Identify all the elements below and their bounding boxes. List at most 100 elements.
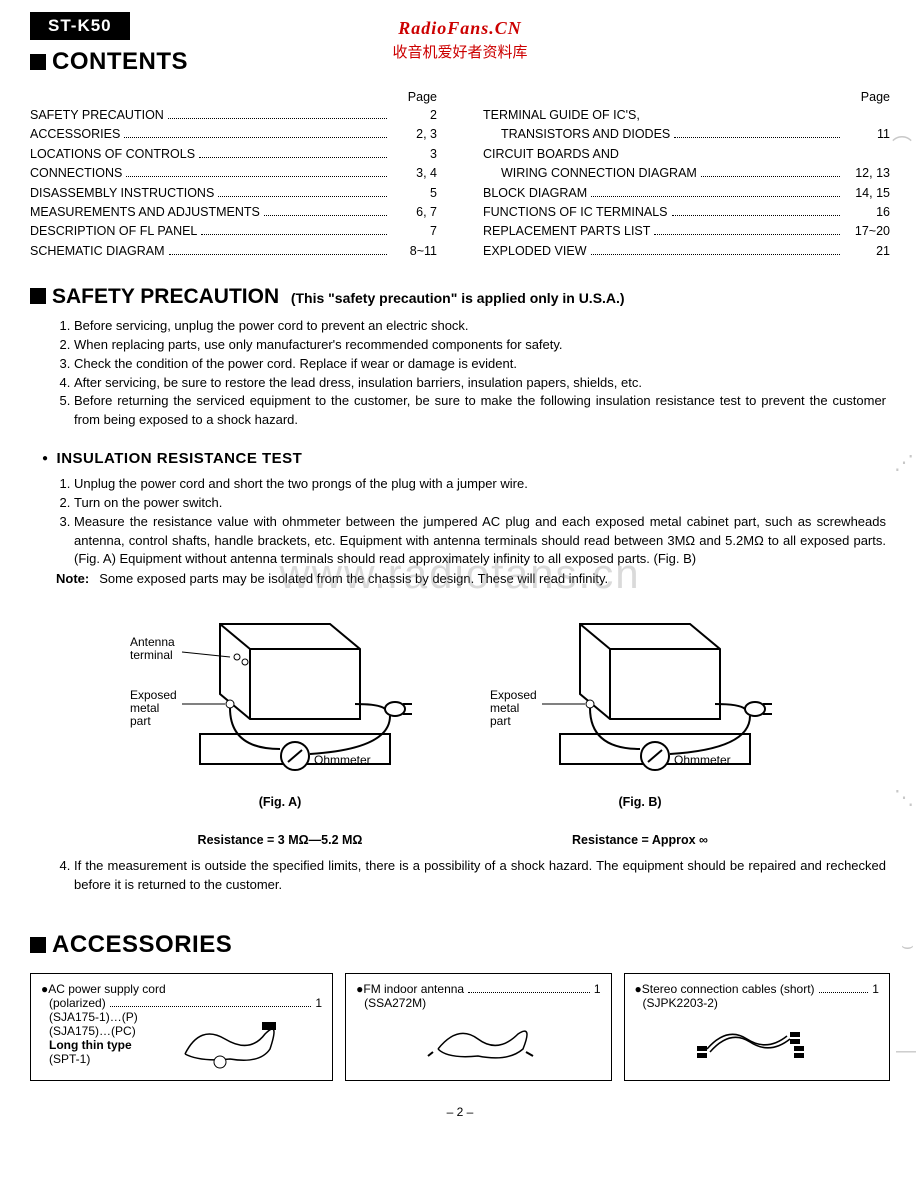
toc-right: Page TERMINAL GUIDE OF IC'S,TRANSISTORS … <box>483 90 890 261</box>
acc-b-title: FM indoor antenna <box>363 982 464 996</box>
toc-row: SAFETY PRECAUTION2 <box>30 106 437 125</box>
fig-b-resistance: Resistance = Approx ∞ <box>490 833 790 847</box>
note: Note: Some exposed parts may be isolated … <box>56 571 890 586</box>
page-number: – 2 – <box>30 1105 890 1119</box>
fig-b-caption: (Fig. B) <box>490 795 790 809</box>
toc: Page SAFETY PRECAUTION2ACCESSORIES2, 3LO… <box>30 90 890 261</box>
toc-left: Page SAFETY PRECAUTION2ACCESSORIES2, 3LO… <box>30 90 437 261</box>
insulation-list: Unplug the power cord and short the two … <box>30 475 890 569</box>
acc-a-l5: (SPT-1) <box>49 1052 138 1066</box>
acc-a-qty: 1 <box>315 996 322 1010</box>
svg-text:Exposed: Exposed <box>490 688 537 702</box>
toc-page: 16 <box>844 203 890 222</box>
figure-a-svg: Antenna terminal Exposed metal part Ohmm… <box>130 604 430 784</box>
toc-label: EXPLODED VIEW <box>483 242 587 261</box>
insulation-heading: INSULATION RESISTANCE TEST <box>42 450 890 467</box>
toc-row: WIRING CONNECTION DIAGRAM12, 13 <box>483 164 890 183</box>
svg-text:metal: metal <box>490 701 519 715</box>
acc-bullet: ● <box>41 982 48 996</box>
acc-a-l1: (polarized) <box>49 996 106 1010</box>
list-item: Before returning the serviced equipment … <box>74 392 890 430</box>
toc-label: REPLACEMENT PARTS LIST <box>483 222 650 241</box>
svg-text:part: part <box>490 714 511 728</box>
figure-a: Antenna terminal Exposed metal part Ohmm… <box>130 604 430 847</box>
fig-a-antenna-label: Antenna <box>130 635 175 649</box>
svg-text:metal: metal <box>130 701 159 715</box>
list-item: Check the condition of the power cord. R… <box>74 355 890 374</box>
toc-label: SAFETY PRECAUTION <box>30 106 164 125</box>
acc-c-image <box>635 1014 879 1067</box>
toc-row: TERMINAL GUIDE OF IC'S, <box>483 106 890 125</box>
toc-row: EXPLODED VIEW 21 <box>483 242 890 261</box>
toc-row: DISASSEMBLY INSTRUCTIONS 5 <box>30 184 437 203</box>
toc-page: 5 <box>391 184 437 203</box>
toc-label: ACCESSORIES <box>30 125 120 144</box>
accessory-a: ●AC power supply cord (polarized) 1 (SJA… <box>30 973 333 1081</box>
accessory-b: ●FM indoor antenna 1 (SSA272M) <box>345 973 611 1081</box>
toc-page: 6, 7 <box>391 203 437 222</box>
toc-row: FUNCTIONS OF IC TERMINALS 16 <box>483 203 890 222</box>
safety-list: Before servicing, unplug the power cord … <box>30 317 890 430</box>
toc-row: SCHEMATIC DIAGRAM8~11 <box>30 242 437 261</box>
toc-label: DESCRIPTION OF FL PANEL <box>30 222 197 241</box>
acc-c-qty: 1 <box>872 982 879 996</box>
acc-a-l2: (SJA175-1)…(P) <box>49 1010 138 1024</box>
toc-page: 3, 4 <box>391 164 437 183</box>
acc-a-image <box>138 1014 322 1072</box>
fig-a-resistance: Resistance = 3 MΩ—5.2 MΩ <box>130 833 430 847</box>
list-item: Turn on the power switch. <box>74 494 890 513</box>
toc-label: TERMINAL GUIDE OF IC'S, <box>483 106 640 125</box>
toc-row: LOCATIONS OF CONTROLS 3 <box>30 145 437 164</box>
acc-a-l4: Long thin type <box>49 1038 138 1052</box>
toc-label: LOCATIONS OF CONTROLS <box>30 145 195 164</box>
safety-sub: (This "safety precaution" is applied onl… <box>291 290 625 306</box>
toc-row: TRANSISTORS AND DIODES11 <box>483 125 890 144</box>
acc-b-image <box>356 1014 600 1067</box>
svg-text:Ohmmeter: Ohmmeter <box>674 753 731 767</box>
fig-a-caption: (Fig. A) <box>130 795 430 809</box>
list-item: When replacing parts, use only manufactu… <box>74 336 890 355</box>
list-item: After servicing, be sure to restore the … <box>74 374 890 393</box>
svg-text:part: part <box>130 714 151 728</box>
toc-row: REPLACEMENT PARTS LIST17~20 <box>483 222 890 241</box>
page: RadioFans.CN 收音机爱好者资料库 ST-K50 CONTENTS P… <box>0 0 920 1149</box>
svg-text:Exposed: Exposed <box>130 688 177 702</box>
accessory-c: ●Stereo connection cables (short) 1 (SJP… <box>624 973 890 1081</box>
accessories-row: ●AC power supply cord (polarized) 1 (SJA… <box>30 973 890 1081</box>
toc-label: CIRCUIT BOARDS AND <box>483 145 619 164</box>
toc-page: 21 <box>844 242 890 261</box>
note-text: Some exposed parts may be isolated from … <box>99 571 608 586</box>
list-item: Measure the resistance value with ohmmet… <box>74 513 890 570</box>
acc-b-l1: (SSA272M) <box>364 996 600 1010</box>
toc-label: BLOCK DIAGRAM <box>483 184 587 203</box>
toc-label: TRANSISTORS AND DIODES <box>483 125 670 144</box>
toc-label: FUNCTIONS OF IC TERMINALS <box>483 203 668 222</box>
figure-b-svg: Exposed metal part Ohmmeter <box>490 604 790 784</box>
toc-label: DISASSEMBLY INSTRUCTIONS <box>30 184 214 203</box>
item4: If the measurement is outside the specif… <box>74 857 890 895</box>
list-item: Before servicing, unplug the power cord … <box>74 317 890 336</box>
toc-label: MEASUREMENTS AND ADJUSTMENTS <box>30 203 260 222</box>
toc-page: 14, 15 <box>844 184 890 203</box>
toc-page-label: Page <box>30 90 437 104</box>
toc-label: CONNECTIONS <box>30 164 122 183</box>
toc-page: 3 <box>391 145 437 164</box>
toc-page: 8~11 <box>391 242 437 261</box>
toc-row: DESCRIPTION OF FL PANEL7 <box>30 222 437 241</box>
note-label: Note: <box>56 571 89 586</box>
safety-heading: SAFETY PRECAUTION (This "safety precauti… <box>30 285 890 309</box>
svg-text:Ohmmeter: Ohmmeter <box>314 753 371 767</box>
accessories-heading-text: ACCESSORIES <box>52 931 232 958</box>
accessories-heading: ACCESSORIES <box>30 931 890 959</box>
acc-a-title: AC power supply cord <box>48 982 165 996</box>
toc-row: MEASUREMENTS AND ADJUSTMENTS 6, 7 <box>30 203 437 222</box>
acc-c-title: Stereo connection cables (short) <box>642 982 815 996</box>
svg-text:terminal: terminal <box>130 648 173 662</box>
acc-b-qty: 1 <box>594 982 601 996</box>
toc-page: 12, 13 <box>844 164 890 183</box>
figures-row: Antenna terminal Exposed metal part Ohmm… <box>30 604 890 847</box>
toc-page: 2, 3 <box>391 125 437 144</box>
acc-c-l1: (SJPK2203-2) <box>643 996 879 1010</box>
contents-heading-text: CONTENTS <box>52 48 188 75</box>
figure-b: Exposed metal part Ohmmeter (Fig. B) Res… <box>490 604 790 847</box>
